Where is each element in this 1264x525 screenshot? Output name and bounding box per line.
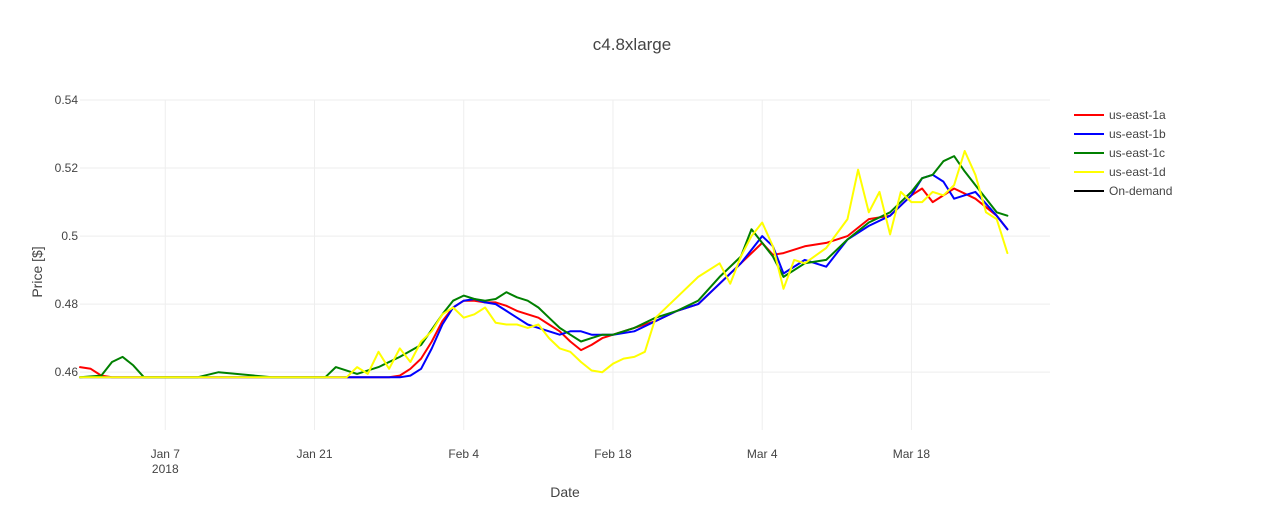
y-tick-label: 0.48: [55, 297, 79, 311]
y-axis-title: Price [$]: [29, 246, 45, 297]
legend-label: us-east-1b: [1109, 127, 1166, 141]
legend-label: us-east-1d: [1109, 165, 1166, 179]
chart-title: c4.8xlarge: [593, 35, 671, 54]
y-tick-label: 0.46: [55, 365, 79, 379]
x-tick-sublabel: 2018: [152, 462, 179, 476]
legend-item-us-east-1b[interactable]: us-east-1b: [1074, 127, 1166, 141]
x-tick-label: Feb 4: [448, 447, 479, 461]
legend-label: us-east-1c: [1109, 146, 1165, 160]
legend-label: On-demand: [1109, 184, 1172, 198]
x-tick-label: Mar 18: [893, 447, 931, 461]
legend-item-us-east-1d[interactable]: us-east-1d: [1074, 165, 1166, 179]
legend[interactable]: us-east-1a us-east-1b us-east-1c us-east-1d…: [1074, 108, 1172, 198]
x-tick-label: Mar 4: [747, 447, 778, 461]
y-tick-label: 0.54: [55, 93, 79, 107]
series-line-us-east-1b[interactable]: [79, 173, 1009, 379]
legend-label: us-east-1a: [1109, 108, 1166, 122]
y-tick-label: 0.5: [61, 229, 78, 243]
legend-item-us-east-1a[interactable]: us-east-1a: [1074, 108, 1166, 122]
x-axis-title: Date: [550, 484, 580, 500]
legend-item-On-demand[interactable]: On-demand: [1074, 184, 1172, 198]
y-tick-label: 0.52: [55, 161, 79, 175]
series-line-us-east-1d[interactable]: [79, 150, 1009, 379]
grid: [80, 99, 1050, 430]
series-line-us-east-1c[interactable]: [79, 155, 1009, 379]
x-tick-label: Feb 18: [594, 447, 632, 461]
series-lines: [79, 150, 1009, 379]
x-tick-label: Jan 21: [296, 447, 332, 461]
series-line-us-east-1a[interactable]: [79, 187, 1009, 379]
legend-item-us-east-1c[interactable]: us-east-1c: [1074, 146, 1165, 160]
x-tick-label: Jan 7: [151, 447, 181, 461]
